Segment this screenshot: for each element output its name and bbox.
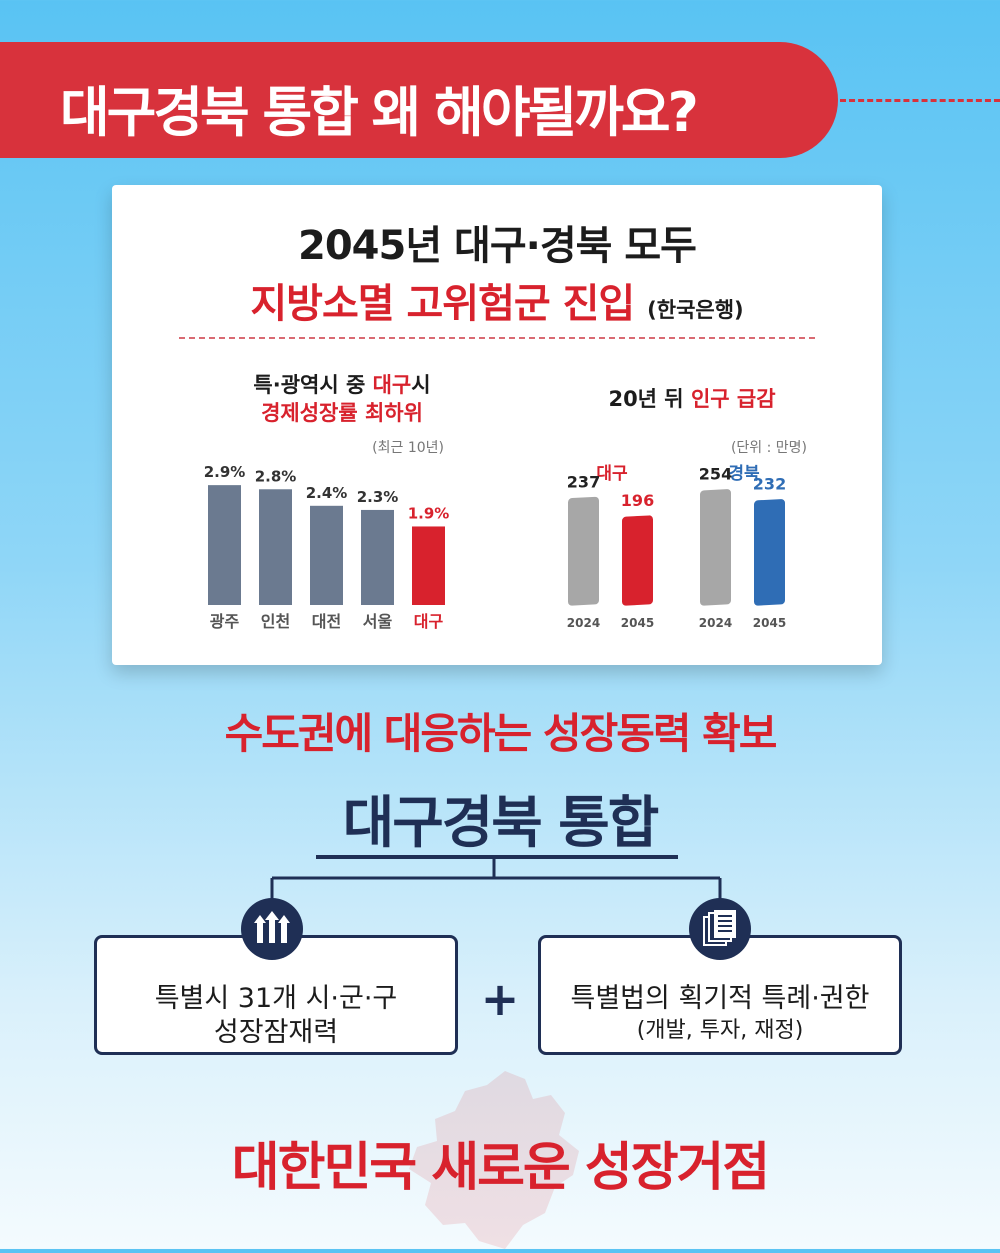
box-right-line2: (개발, 투자, 재정) (636, 1018, 804, 1043)
card-title-line2: 지방소멸 고위험군 진입 (한국은행) (112, 271, 882, 329)
growth-bar (310, 505, 343, 605)
growth-bar (412, 526, 445, 605)
chart1-note: (최근 10년) (372, 440, 444, 456)
population-bar (700, 489, 731, 606)
population-value-label: 232 (753, 475, 786, 494)
chart2-heading-prefix: 20년 뒤 (608, 387, 691, 411)
growth-category-label: 광주 (210, 612, 240, 631)
growth-value-label: 2.8% (255, 467, 297, 485)
info-card: 2045년 대구·경북 모두 지방소멸 고위험군 진입 (한국은행) 특·광역시… (112, 185, 882, 665)
card-divider (179, 337, 815, 339)
up-arrows-icon (241, 898, 303, 960)
chart1-heading-prefix: 특·광역시 중 (253, 373, 373, 397)
banner-dashed-line (840, 99, 1000, 102)
population-value-label: 254 (699, 465, 732, 484)
chart2-heading-highlight: 인구 급감 (690, 387, 776, 411)
final-slogan: 대한민국 새로운 성장거점 (231, 1138, 770, 1198)
population-year-label: 2024 (699, 616, 732, 630)
chart1-heading-suffix: 시 (411, 373, 431, 397)
main-title: 대구경북 통합 (342, 791, 660, 856)
growth-value-label: 2.4% (306, 484, 348, 502)
growth-category-label: 인천 (261, 612, 290, 631)
chart2-note: (단위 : 만명) (730, 440, 807, 456)
box-left-line2: 성장잠재력 (213, 1017, 339, 1048)
growth-bar (361, 509, 394, 605)
box-right-line1: 특별법의 획기적 특례·권한 (570, 983, 870, 1014)
chart2-heading: 20년 뒤 인구 급감 (552, 383, 832, 413)
chart1-heading: 특·광역시 중 대구시 (172, 369, 512, 399)
slogan: 수도권에 대응하는 성장동력 확보 (224, 709, 778, 758)
population-year-label: 2024 (567, 616, 600, 630)
growth-category-label: 서울 (363, 612, 393, 631)
population-bar (754, 499, 785, 606)
growth-value-label: 2.9% (204, 463, 246, 481)
growth-value-label: 2.3% (357, 488, 399, 506)
population-value-label: 237 (567, 472, 600, 491)
chart2-group-label-gyeongbuk: 경북 (728, 464, 760, 484)
growth-category-label: 대구 (414, 612, 444, 631)
banner-title: 대구경북 통합 왜 해야될까요? (60, 81, 699, 144)
source-label: (한국은행) (647, 298, 744, 322)
documents-icon (689, 898, 751, 960)
growth-bar (208, 485, 241, 605)
header-banner: 대구경북 통합 왜 해야될까요? (0, 42, 838, 158)
box-left-line1: 특별시 31개 시·군·구 (154, 983, 398, 1014)
charts-svg: 2.9%광주2.8%인천2.4%대전2.3%서울1.9%대구2372024196… (204, 463, 787, 631)
growth-bar (259, 489, 292, 605)
card-title-highlight: 지방소멸 고위험군 진입 (250, 281, 635, 327)
region-map-silhouette (395, 1065, 595, 1249)
chart1-heading-highlight: 대구 (372, 373, 412, 397)
population-bar (622, 515, 653, 606)
population-year-label: 2045 (621, 616, 654, 630)
box-potential: 특별시 31개 시·군·구 성장잠재력 (94, 935, 458, 1055)
chart2-group-label-daegu: 대구 (596, 464, 628, 484)
growth-category-label: 대전 (312, 612, 341, 631)
growth-value-label: 1.9% (408, 504, 450, 522)
chart1-heading-line2: 경제성장률 최하위 (261, 401, 423, 425)
card-title-line1: 2045년 대구·경북 모두 (298, 223, 697, 269)
population-year-label: 2045 (753, 616, 786, 630)
population-bar (568, 496, 599, 606)
plus-sign: + (480, 972, 520, 1026)
population-value-label: 196 (621, 491, 654, 510)
